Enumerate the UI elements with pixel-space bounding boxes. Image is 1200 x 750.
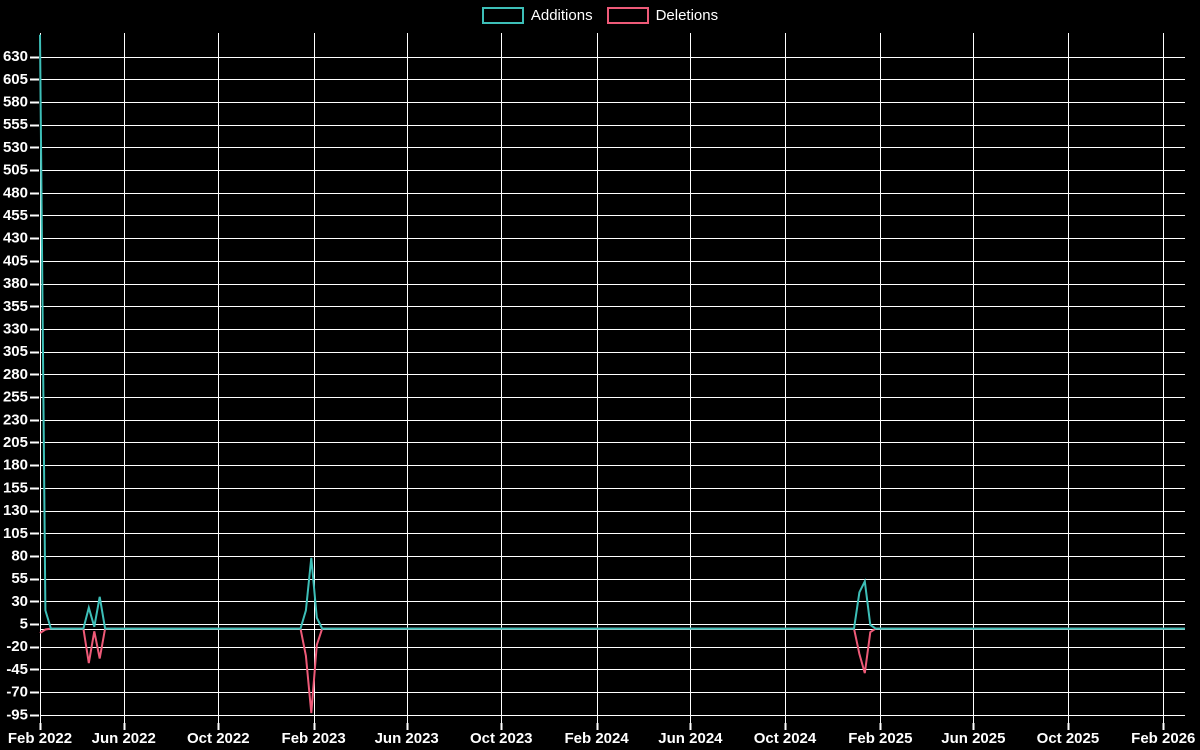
y-tick-label: 630 [3,48,28,65]
x-tick-label: Oct 2022 [187,730,250,747]
chart-legend: Additions Deletions [0,7,1200,24]
y-tick-label: 105 [3,525,28,542]
y-tick-label: 580 [3,94,28,111]
x-tick-label: Jun 2023 [375,730,439,747]
legend-label-deletions: Deletions [655,7,719,24]
deletions-line [39,627,1185,714]
y-tick-label: 5 [20,616,28,633]
axis-ticks [30,56,1165,730]
y-tick-label: 480 [3,184,28,201]
x-tick-label: Oct 2023 [470,730,533,747]
y-tick-label: 130 [3,502,28,519]
y-tick-label: 330 [3,320,28,337]
y-tick-label: 555 [3,116,28,133]
gridlines [40,33,1185,723]
y-tick-label: 80 [11,547,28,564]
x-tick-label: Jun 2025 [941,730,1005,747]
y-tick-label: -95 [6,706,28,723]
y-tick-label: 205 [3,434,28,451]
x-tick-label: Jun 2024 [658,730,723,747]
x-tick-label: Feb 2024 [564,730,629,747]
y-tick-label: 505 [3,162,28,179]
legend-item-deletions[interactable]: Deletions [606,7,719,24]
y-tick-label: 180 [3,457,28,474]
x-tick-label: Feb 2025 [848,730,912,747]
y-tick-label: 355 [3,298,28,315]
y-tick-label: 605 [3,71,28,88]
y-tick-label: 55 [11,570,28,587]
y-tick-label: 405 [3,252,28,269]
additions-swatch-icon [481,7,524,24]
x-tick-label: Jun 2022 [92,730,156,747]
additions-line [39,34,1185,630]
y-tick-label: 530 [3,139,28,156]
x-tick-label: Oct 2025 [1037,730,1100,747]
legend-item-additions[interactable]: Additions [481,7,593,24]
deletions-swatch-icon [606,7,649,24]
legend-label-additions: Additions [530,7,593,24]
y-tick-label: 230 [3,411,28,428]
y-tick-label: -20 [6,638,28,655]
y-tick-label: 155 [3,479,28,496]
x-tick-label: Oct 2024 [754,730,817,747]
y-axis-labels: 6306055805555305054804554304053803553303… [3,48,28,723]
y-tick-label: 380 [3,275,28,292]
x-axis-labels: Feb 2022 Jun 2022 Oct 2022 Feb 2023 Jun 2023… [8,730,1196,747]
x-tick-label: Feb 2023 [282,730,346,747]
y-tick-label: 280 [3,366,28,383]
y-tick-label: 255 [3,389,28,406]
y-tick-label: 30 [11,593,28,610]
y-tick-label: 430 [3,230,28,247]
x-tick-label: Feb 2026 [1131,730,1195,747]
y-tick-label: 455 [3,207,28,224]
y-tick-label: 305 [3,343,28,360]
y-tick-label: -45 [6,661,28,678]
y-tick-label: -70 [6,684,28,701]
x-tick-label: Feb 2022 [8,730,72,747]
